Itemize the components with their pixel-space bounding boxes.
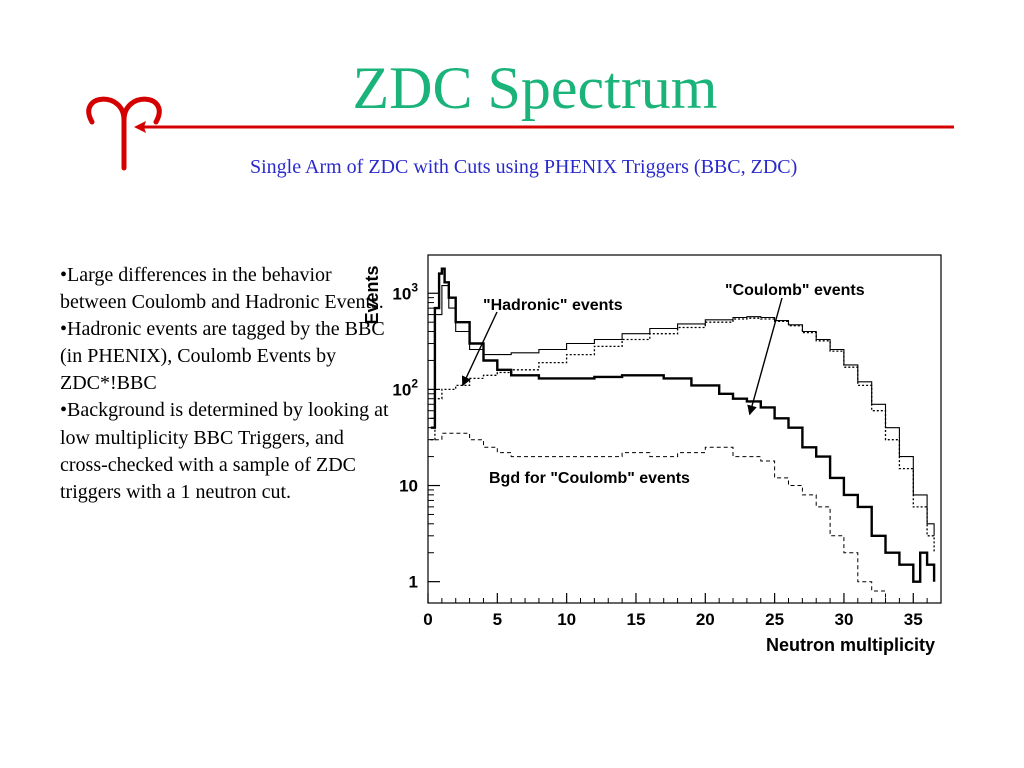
y-axis: 1 10 102 103: [392, 280, 440, 592]
y-tick-label: 102: [392, 376, 418, 399]
y-axis-label: Events: [362, 265, 382, 324]
series-dotted-line: [430, 317, 935, 553]
series-dashed-line: [434, 432, 886, 603]
page-title: ZDC Spectrum: [352, 55, 718, 121]
bullet-item: •Large differences in the behavior betwe…: [60, 264, 384, 314]
x-axis-label: Neutron multiplicity: [766, 635, 935, 655]
x-tick-label: 0: [423, 610, 432, 629]
annotations: "Hadronic" events "Coulomb" events Bgd for…: [461, 282, 865, 487]
x-tick-label: 20: [696, 610, 715, 629]
series-thick-line: [430, 267, 936, 583]
annotation-arrow: [747, 297, 783, 416]
y-tick-label: 1: [409, 573, 418, 592]
bullet-item: •Hadronic events are tagged by the BBC (…: [60, 318, 385, 395]
subtitle: Single Arm of ZDC with Cuts using PHENIX…: [250, 156, 798, 178]
plot-frame: [427, 254, 942, 604]
x-tick-label: 30: [834, 610, 853, 629]
series-layer: [430, 267, 936, 603]
bullet-list: •Large differences in the behavior betwe…: [60, 262, 390, 506]
x-axis: 0 5 10 15 20 25 30 35: [423, 593, 928, 629]
annotation-label: Bgd for "Coulomb" events: [489, 470, 690, 487]
annotation-label: "Hadronic" events: [483, 297, 623, 314]
zdc-spectrum-chart: 1 10 102 103 0 5 10 15 20 25 30 35 "Hadronic" even…: [362, 254, 942, 655]
x-tick-label: 15: [627, 610, 646, 629]
bullet-item: •Background is determined by looking at …: [60, 399, 389, 503]
annotation-arrow: [461, 311, 498, 387]
x-tick-label: 25: [765, 610, 784, 629]
x-tick-label: 10: [557, 610, 576, 629]
aries-symbol-icon: [86, 96, 954, 171]
x-tick-label: 5: [493, 610, 502, 629]
y-tick-label: 10: [399, 477, 418, 496]
annotation-label: "Coulomb" events: [725, 282, 865, 299]
y-tick-label: 103: [392, 280, 418, 303]
x-tick-label: 35: [904, 610, 923, 629]
